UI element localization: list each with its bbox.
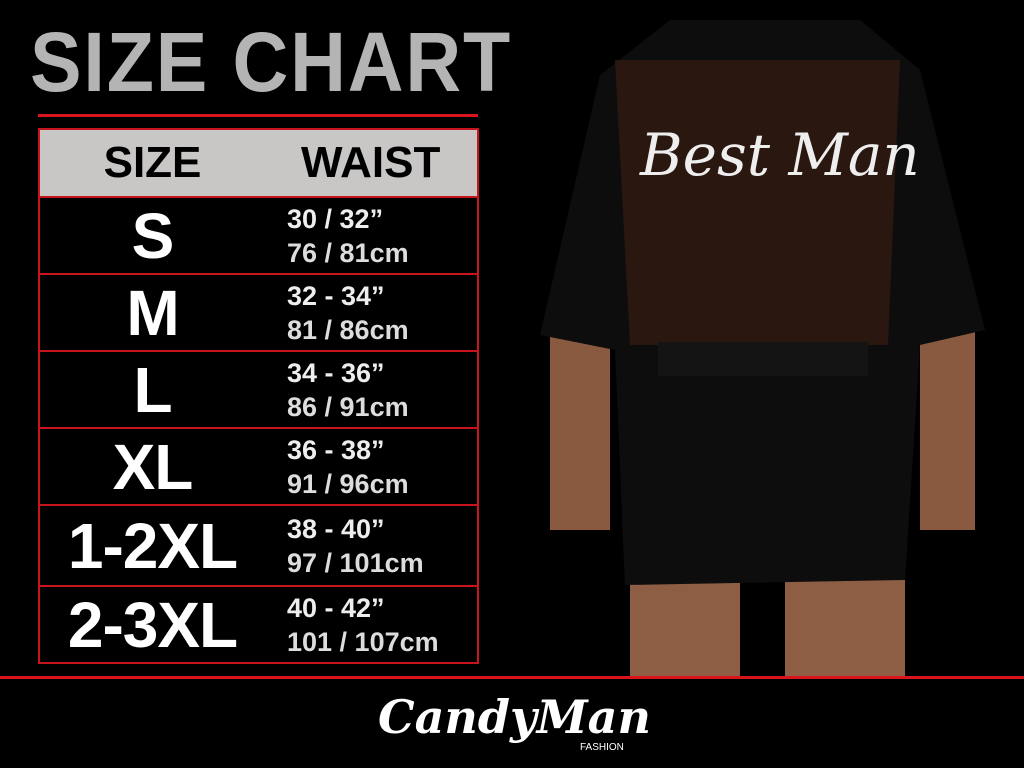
waist-cm: 76 / 81cm [287,237,409,268]
table-header: SIZE WAIST [40,130,477,198]
table-row: 1-2XL 38 - 40” 97 / 101cm [40,506,477,587]
left-leg [630,580,740,676]
garment-text: Best Man [639,121,920,189]
size-cell: M [126,276,179,349]
waist-inches: 34 - 36” [287,357,385,388]
mesh-panel [615,60,900,345]
size-cell: 1-2XL [67,509,238,582]
right-leg [785,580,905,676]
waist-cell: 32 - 34” 81 / 86cm [265,279,409,347]
waist-inches: 32 - 34” [287,280,385,311]
waist-cell: 40 - 42” 101 / 107cm [265,591,439,659]
table-row: XL 36 - 38” 91 / 96cm [40,429,477,506]
title-divider [38,114,478,117]
belt [658,342,868,376]
waist-inches: 30 / 32” [287,203,384,234]
waist-cell: 38 - 40” 97 / 101cm [265,512,424,580]
left-arm [550,330,610,530]
model-photo: Best Man [540,20,985,676]
waist-cm: 101 / 107cm [287,626,439,657]
waist-cm: 81 / 86cm [287,314,409,345]
waist-cm: 97 / 101cm [287,547,424,578]
header-waist: WAIST [301,138,441,187]
footer-divider [0,676,1024,679]
right-arm [920,330,975,530]
waist-inches: 38 - 40” [287,513,385,544]
size-cell: S [131,199,175,272]
waist-cm: 91 / 96cm [287,468,409,499]
waist-cell: 30 / 32” 76 / 81cm [265,202,409,270]
size-cell: L [133,353,172,426]
table-row: S 30 / 32” 76 / 81cm [40,198,477,275]
table-row: 2-3XL 40 - 42” 101 / 107cm [40,587,477,662]
size-cell: XL [112,430,194,503]
waist-cell: 34 - 36” 86 / 91cm [265,356,409,424]
table-row: M 32 - 34” 81 / 86cm [40,275,477,352]
page-title: SIZE CHART [30,15,513,109]
waist-inches: 40 - 42” [287,592,385,623]
brand-sub: FASHION [580,742,624,753]
brand-logo: CandyMan [378,690,651,744]
waist-cm: 86 / 91cm [287,391,409,422]
table-row: L 34 - 36” 86 / 91cm [40,352,477,429]
waist-inches: 36 - 38” [287,434,385,465]
header-size: SIZE [103,138,202,187]
size-table: SIZE WAIST S 30 / 32” 76 / 81cm M 32 - 34”… [38,128,479,664]
waist-cell: 36 - 38” 91 / 96cm [265,433,409,501]
size-cell: 2-3XL [67,588,238,661]
